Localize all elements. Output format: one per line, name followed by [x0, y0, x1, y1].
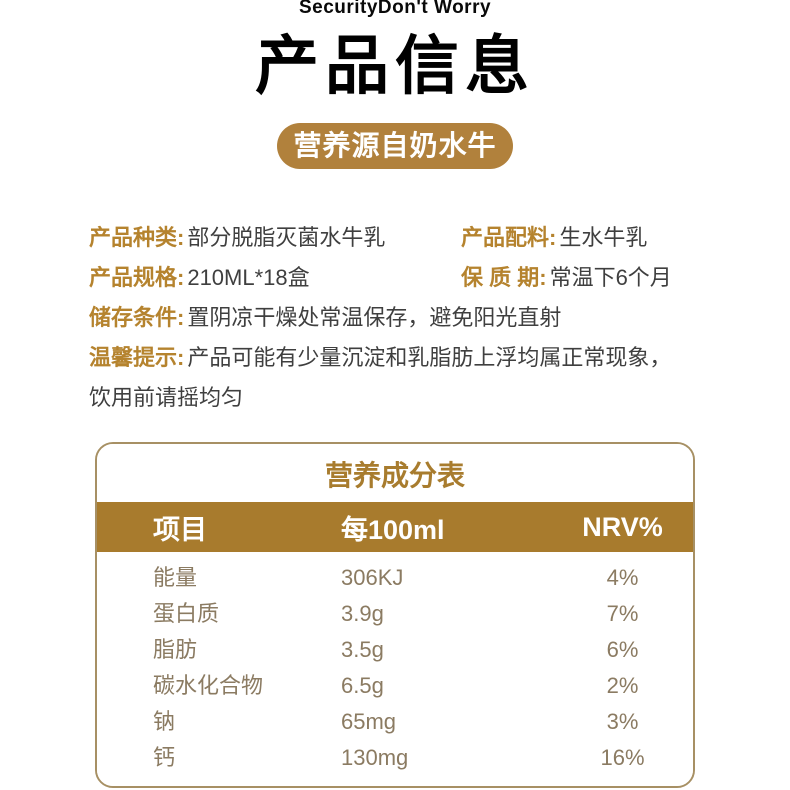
field-tip: 温馨提示: 产品可能有少量沉淀和乳脂肪上浮均属正常现象，: [89, 345, 701, 370]
field-spec-label: 产品规格:: [89, 265, 185, 290]
product-details-section: 产品种类: 部分脱脂灭菌水牛乳 产品配料: 生水牛乳 产品规格: 210ML*18盒 …: [89, 225, 701, 410]
field-shelf-life-label: 保 质 期:: [461, 265, 547, 290]
table-row: 钠 65mg 3%: [97, 704, 693, 740]
table-row: 碳水化合物 6.5g 2%: [97, 668, 693, 704]
field-ingredients-label: 产品配料:: [461, 225, 557, 250]
field-product-type-label: 产品种类:: [89, 225, 185, 250]
table-row: 钙 130mg 16%: [97, 740, 693, 776]
row-calcium-nrv: 16%: [600, 745, 645, 770]
row-carbs-name: 碳水化合物: [153, 673, 264, 698]
field-spec: 产品规格: 210ML*18盒: [89, 265, 461, 290]
row-calcium-name: 钙: [153, 745, 176, 770]
nutrition-facts-table: 营养成分表 项目 每100ml NRV% 能量 306KJ 4% 蛋白质 3.9…: [95, 442, 695, 788]
field-shelf-life-value: 常温下6个月: [549, 265, 672, 290]
row-carbs-value: 6.5g: [341, 673, 384, 698]
header-item: 项目: [153, 514, 207, 545]
table-row: 能量 306KJ 4%: [97, 560, 693, 596]
row-sodium-value: 65mg: [341, 709, 397, 734]
field-ingredients: 产品配料: 生水牛乳: [461, 225, 701, 250]
field-storage: 储存条件: 置阴凉干燥处常温保存，避免阳光直射: [89, 305, 701, 330]
row-fat-value: 3.5g: [341, 637, 384, 662]
field-product-type-value: 部分脱脂灭菌水牛乳: [187, 225, 386, 250]
field-shelf-life: 保 质 期: 常温下6个月: [461, 265, 701, 290]
field-ingredients-value: 生水牛乳: [559, 225, 648, 250]
nutrition-table-title: 营养成分表: [97, 444, 693, 502]
row-fat-nrv: 6%: [606, 637, 639, 662]
row-fat-name: 脂肪: [153, 637, 198, 662]
details-row-1: 产品种类: 部分脱脂灭菌水牛乳 产品配料: 生水牛乳: [89, 225, 701, 250]
watermark-text: SecurityDon't Worry: [298, 0, 492, 18]
row-energy-value: 306KJ: [341, 565, 404, 590]
row-calcium-value: 130mg: [341, 745, 409, 770]
table-row: 蛋白质 3.9g 7%: [97, 596, 693, 632]
page-title: 产品信息: [255, 30, 535, 102]
details-row-2: 产品规格: 210ML*18盒 保 质 期: 常温下6个月: [89, 265, 701, 290]
field-spec-value: 210ML*18盒: [187, 265, 310, 290]
field-tip-continuation: 饮用前请摇均匀: [89, 385, 244, 410]
nutrition-source-badge: 营养源自奶水牛: [277, 123, 513, 169]
row-energy-name: 能量: [153, 565, 198, 590]
nutrition-table-header-row: 项目 每100ml NRV%: [97, 502, 693, 552]
field-storage-value: 置阴凉干燥处常温保存，避免阳光直射: [187, 305, 562, 330]
field-product-type: 产品种类: 部分脱脂灭菌水牛乳: [89, 225, 461, 250]
row-sodium-name: 钠: [153, 709, 176, 734]
row-energy-nrv: 4%: [606, 565, 639, 590]
table-row: 脂肪 3.5g 6%: [97, 632, 693, 668]
nutrition-table-body: 能量 306KJ 4% 蛋白质 3.9g 7% 脂肪 3.5g 6% 碳水化合物…: [97, 552, 693, 786]
row-protein-name: 蛋白质: [153, 601, 220, 626]
header-nrv: NRV%: [582, 511, 663, 542]
field-storage-label: 储存条件:: [89, 305, 185, 330]
row-protein-nrv: 7%: [606, 601, 639, 626]
row-protein-value: 3.9g: [341, 601, 384, 626]
row-carbs-nrv: 2%: [606, 673, 639, 698]
row-sodium-nrv: 3%: [606, 709, 639, 734]
header-per-100ml: 每100ml: [341, 514, 445, 545]
field-tip-label: 温馨提示:: [89, 345, 185, 370]
field-tip-value: 产品可能有少量沉淀和乳脂肪上浮均属正常现象，: [187, 345, 672, 370]
badge-container: 营养源自奶水牛: [0, 123, 790, 169]
